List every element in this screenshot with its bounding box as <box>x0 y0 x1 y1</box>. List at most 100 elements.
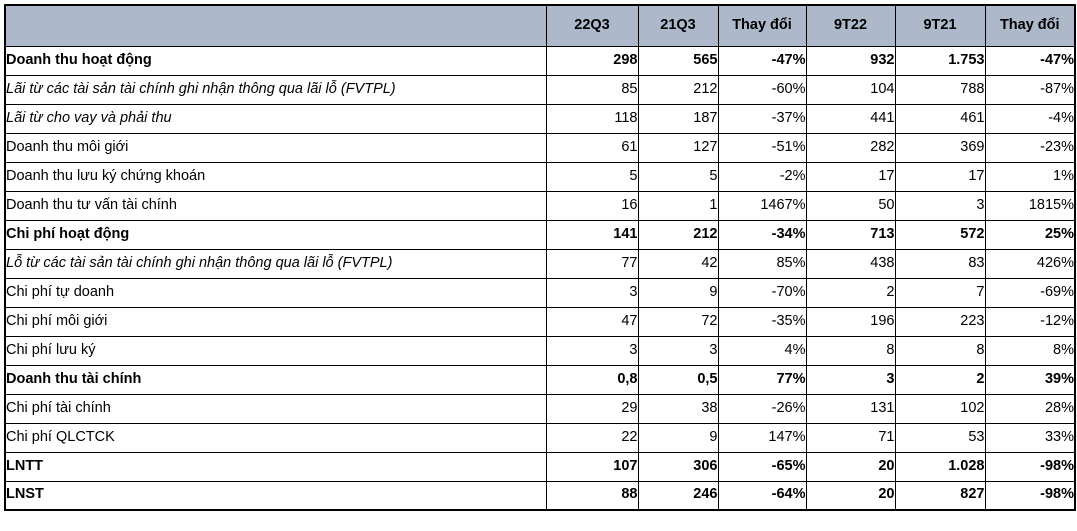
value-cell: -2% <box>717 161 807 192</box>
row-label-cell: Lỗ từ các tài sản tài chính ghi nhận thô… <box>4 248 547 279</box>
value-cell: 141 <box>545 219 639 250</box>
table-row: Doanh thu tài chính 0,8 0,5 77% 3 2 39% <box>4 364 1076 395</box>
header-cell-9t21: 9T21 <box>894 4 986 47</box>
value-cell: 127 <box>637 132 719 163</box>
value-cell: 3 <box>637 335 719 366</box>
value-cell: -35% <box>717 306 807 337</box>
value-cell: 1.753 <box>894 45 986 76</box>
value-cell: 39% <box>984 364 1076 395</box>
value-cell: 118 <box>545 103 639 134</box>
row-label-cell: Lãi từ các tài sản tài chính ghi nhận th… <box>4 74 547 105</box>
table-row: Lãi từ các tài sản tài chính ghi nhận th… <box>4 74 1076 105</box>
value-cell: 9 <box>637 422 719 453</box>
table-row: Chi phí QLCTCK 22 9 147% 71 53 33% <box>4 422 1076 453</box>
value-cell: 47 <box>545 306 639 337</box>
value-cell: -34% <box>717 219 807 250</box>
value-cell: 42 <box>637 248 719 279</box>
table-row: Chi phí môi giới 47 72 -35% 196 223 -12% <box>4 306 1076 337</box>
header-cell-21q3: 21Q3 <box>637 4 719 47</box>
value-cell: 426% <box>984 248 1076 279</box>
value-cell: -47% <box>984 45 1076 76</box>
value-cell: 827 <box>894 480 986 511</box>
value-cell: 20 <box>805 451 896 482</box>
value-cell: 131 <box>805 393 896 424</box>
value-cell: 50 <box>805 190 896 221</box>
value-cell: 20 <box>805 480 896 511</box>
value-cell: 441 <box>805 103 896 134</box>
value-cell: -47% <box>717 45 807 76</box>
value-cell: -69% <box>984 277 1076 308</box>
value-cell: 8% <box>984 335 1076 366</box>
table-row: Chi phí tài chính 29 38 -26% 131 102 28% <box>4 393 1076 424</box>
row-label-cell: LNST <box>4 480 547 511</box>
table-row: LNST 88 246 -64% 20 827 -98% <box>4 480 1076 511</box>
row-label-cell: Chi phí môi giới <box>4 306 547 337</box>
table-row: Chi phí lưu ký 3 3 4% 8 8 8% <box>4 335 1076 366</box>
value-cell: 17 <box>894 161 986 192</box>
row-label-cell: LNTT <box>4 451 547 482</box>
value-cell: 1815% <box>984 190 1076 221</box>
value-cell: 147% <box>717 422 807 453</box>
value-cell: 461 <box>894 103 986 134</box>
header-row: 22Q3 21Q3 Thay đổi 9T22 9T21 Thay đổi <box>4 4 1076 47</box>
value-cell: -65% <box>717 451 807 482</box>
value-cell: 61 <box>545 132 639 163</box>
value-cell: -64% <box>717 480 807 511</box>
value-cell: 83 <box>894 248 986 279</box>
value-cell: -60% <box>717 74 807 105</box>
table-row: Doanh thu tư vấn tài chính 16 1 1467% 50 3 181… <box>4 190 1076 221</box>
value-cell: -12% <box>984 306 1076 337</box>
value-cell: -23% <box>984 132 1076 163</box>
value-cell: 3 <box>894 190 986 221</box>
value-cell: 77 <box>545 248 639 279</box>
table-row: Doanh thu môi giới 61 127 -51% 282 369 -23% <box>4 132 1076 163</box>
value-cell: 5 <box>545 161 639 192</box>
value-cell: 8 <box>894 335 986 366</box>
value-cell: 565 <box>637 45 719 76</box>
value-cell: 223 <box>894 306 986 337</box>
value-cell: 282 <box>805 132 896 163</box>
value-cell: 1 <box>637 190 719 221</box>
header-cell-22q3: 22Q3 <box>545 4 639 47</box>
header-cell-rowlabel <box>4 4 547 47</box>
value-cell: 107 <box>545 451 639 482</box>
value-cell: 187 <box>637 103 719 134</box>
value-cell: 438 <box>805 248 896 279</box>
row-label-cell: Chi phí tự doanh <box>4 277 547 308</box>
row-label-cell: Doanh thu tài chính <box>4 364 547 395</box>
financial-results-table: 22Q3 21Q3 Thay đổi 9T22 9T21 Thay đổi Do… <box>4 4 1076 511</box>
value-cell: 85 <box>545 74 639 105</box>
row-label-cell: Doanh thu lưu ký chứng khoán <box>4 161 547 192</box>
value-cell: 22 <box>545 422 639 453</box>
table-row: Lãi từ cho vay và phải thu 118 187 -37% 441 4… <box>4 103 1076 134</box>
table-row: Doanh thu lưu ký chứng khoán 5 5 -2% 17 17 1% <box>4 161 1076 192</box>
table-row: LNTT 107 306 -65% 20 1.028 -98% <box>4 451 1076 482</box>
row-label-cell: Chi phí hoạt động <box>4 219 547 250</box>
table-header: 22Q3 21Q3 Thay đổi 9T22 9T21 Thay đổi <box>4 4 1076 47</box>
value-cell: -98% <box>984 451 1076 482</box>
value-cell: 196 <box>805 306 896 337</box>
value-cell: -70% <box>717 277 807 308</box>
value-cell: 88 <box>545 480 639 511</box>
row-label-cell: Chi phí lưu ký <box>4 335 547 366</box>
row-label-cell: Chi phí QLCTCK <box>4 422 547 453</box>
header-cell-9t22: 9T22 <box>805 4 896 47</box>
value-cell: 1% <box>984 161 1076 192</box>
value-cell: 16 <box>545 190 639 221</box>
value-cell: 572 <box>894 219 986 250</box>
value-cell: 0,5 <box>637 364 719 395</box>
value-cell: 713 <box>805 219 896 250</box>
value-cell: 33% <box>984 422 1076 453</box>
value-cell: 104 <box>805 74 896 105</box>
value-cell: 298 <box>545 45 639 76</box>
value-cell: 3 <box>545 335 639 366</box>
value-cell: 306 <box>637 451 719 482</box>
value-cell: 3 <box>805 364 896 395</box>
value-cell: 72 <box>637 306 719 337</box>
value-cell: 17 <box>805 161 896 192</box>
value-cell: 85% <box>717 248 807 279</box>
table-row: Chi phí tự doanh 3 9 -70% 2 7 -69% <box>4 277 1076 308</box>
value-cell: 53 <box>894 422 986 453</box>
value-cell: 25% <box>984 219 1076 250</box>
